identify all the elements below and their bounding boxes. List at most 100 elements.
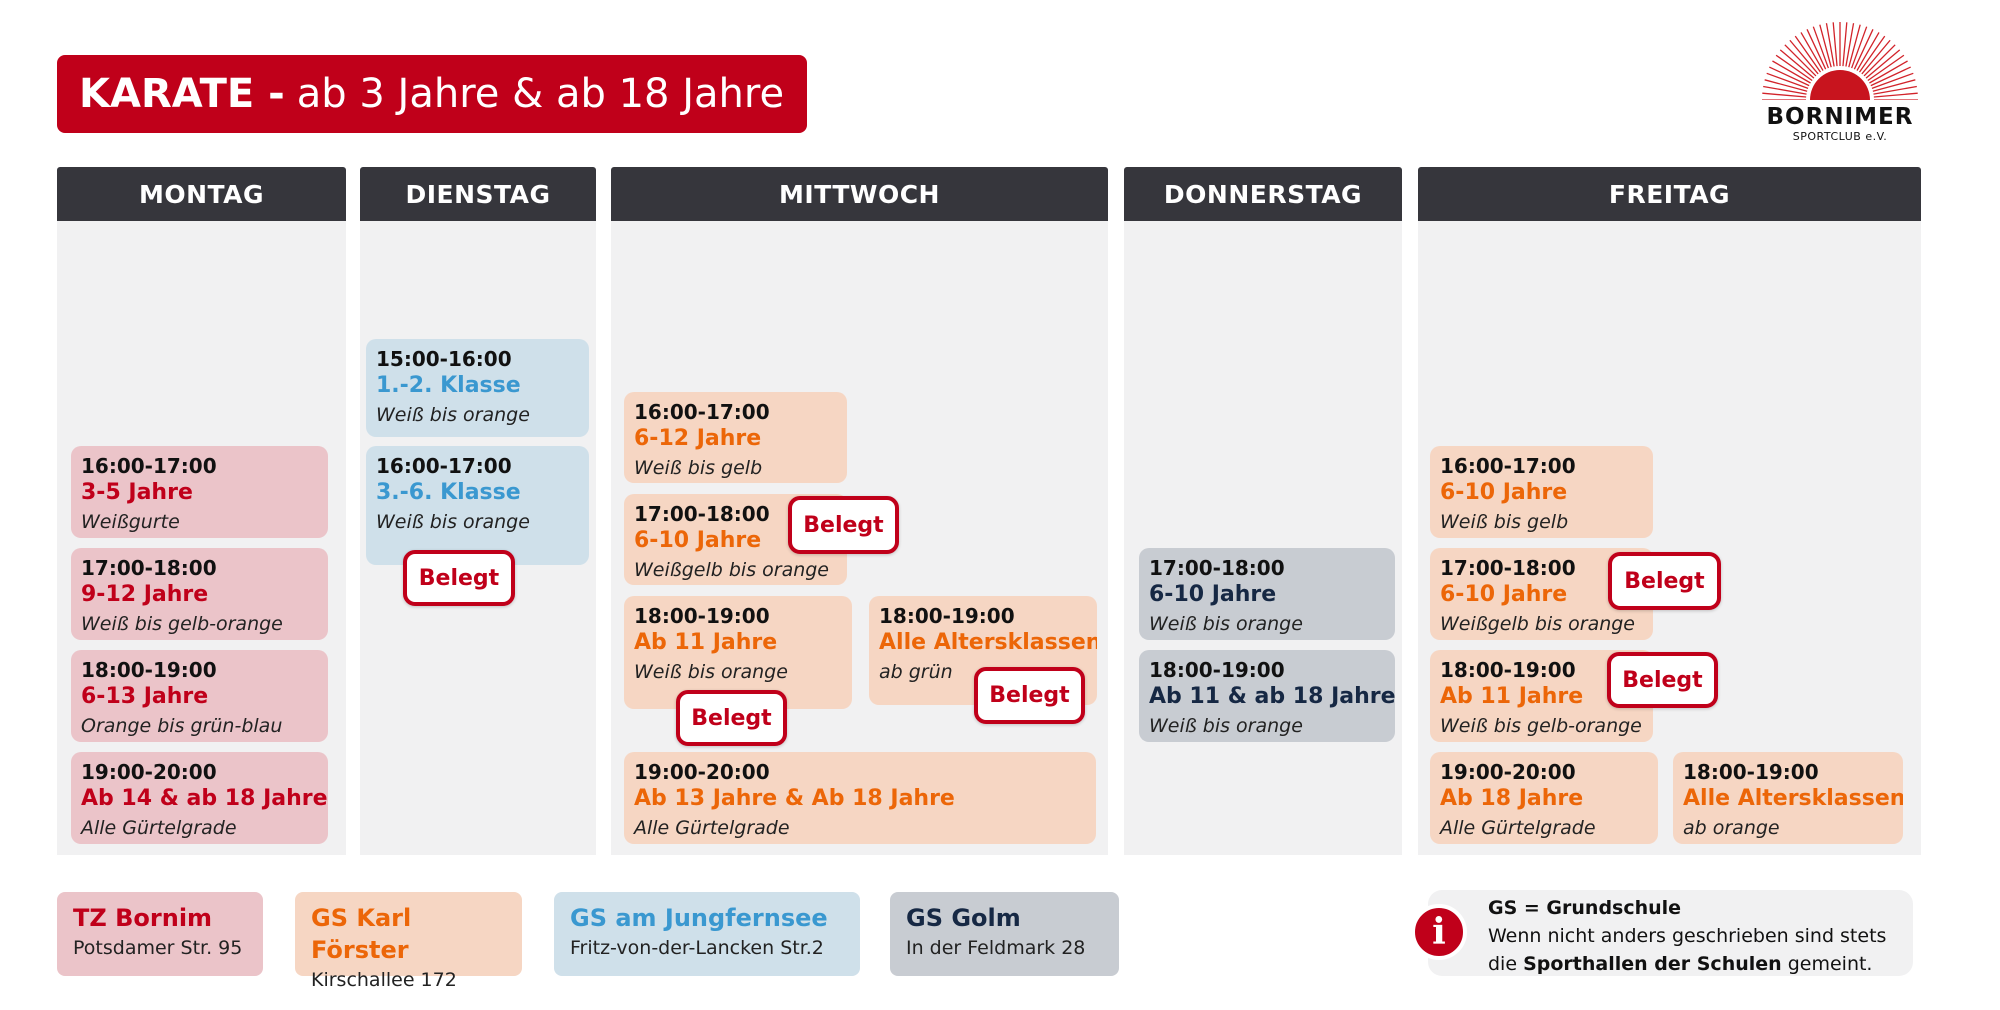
class-level: Orange bis grün-blau (81, 715, 283, 737)
class-card[interactable]: 16:00-17:00 6-12 Jahre Weiß bis gelb (624, 392, 847, 483)
class-level: Weißgurte (81, 511, 180, 533)
logo-name: BORNIMER (1766, 104, 1914, 130)
legend-location: TZ Bornim Potsdamer Str. 95 (57, 892, 263, 976)
class-time: 17:00-18:00 (81, 556, 217, 580)
info-line2-pre: die (1488, 953, 1518, 975)
class-group: 1.-2. Klasse (376, 373, 521, 398)
class-group: 3-5 Jahre (81, 480, 193, 505)
legend-address: Potsdamer Str. 95 (73, 937, 243, 959)
class-group: Ab 14 & ab 18 Jahre (81, 786, 328, 811)
class-card[interactable]: 16:00-17:00 3.-6. Klasse Weiß bis orange (366, 446, 589, 565)
legend-location: GS Karl Förster Kirschallee 172 (295, 892, 522, 991)
page-title: KARATE - ab 3 Jahre & ab 18 Jahre (57, 55, 807, 133)
class-group: Ab 13 Jahre & Ab 18 Jahre (634, 786, 955, 811)
class-time: 17:00-18:00 (1149, 556, 1285, 580)
belegt-badge: Belegt (1608, 552, 1721, 610)
class-card[interactable]: 18:00-19:00 Alle Altersklassen ab orange (1673, 752, 1903, 844)
class-level: Alle Gürtelgrade (81, 817, 237, 839)
title-bold: KARATE - (79, 71, 285, 117)
class-level: Alle Gürtelgrade (634, 817, 790, 839)
class-level: Weiß bis gelb (1440, 511, 1569, 533)
class-level: Weiß bis orange (1149, 715, 1303, 737)
belegt-badge: Belegt (974, 667, 1085, 724)
class-card[interactable]: 16:00-17:00 3-5 Jahre Weißgurte (71, 446, 328, 538)
class-time: 18:00-19:00 (1440, 658, 1576, 682)
legend-address: In der Feldmark 28 (906, 937, 1086, 959)
class-card[interactable]: 16:00-17:00 6-10 Jahre Weiß bis gelb (1430, 446, 1653, 538)
info-line2-post: gemeint. (1787, 953, 1873, 975)
class-group: 6-12 Jahre (634, 426, 762, 451)
legend-location: GS Golm In der Feldmark 28 (890, 892, 1119, 976)
class-level: Weiß bis gelb-orange (81, 613, 283, 635)
day-column-montag (57, 221, 346, 855)
class-group: 3.-6. Klasse (376, 480, 521, 505)
class-card[interactable]: 19:00-20:00 Ab 18 Jahre Alle Gürtelgrade (1430, 752, 1658, 844)
class-card[interactable]: 17:00-18:00 6-10 Jahre Weiß bis orange (1139, 548, 1395, 640)
class-time: 18:00-19:00 (81, 658, 217, 682)
class-card[interactable]: 19:00-20:00 Ab 13 Jahre & Ab 18 Jahre Alle… (624, 752, 1096, 844)
class-time: 15:00-16:00 (376, 347, 512, 371)
class-level: Weiß bis gelb-orange (1440, 715, 1642, 737)
class-group: 6-10 Jahre (1149, 582, 1277, 607)
logo-sub: SPORTCLUB e.V. (1792, 130, 1888, 143)
class-group: 6-10 Jahre (634, 528, 762, 553)
class-level: Weiß bis orange (376, 511, 530, 533)
legend-location: GS am Jungfernsee Fritz-von-der-Lancken S… (554, 892, 860, 976)
info-icon: i (1411, 904, 1467, 960)
day-column-donnerstag (1124, 221, 1402, 855)
belegt-badge: Belegt (403, 550, 515, 606)
class-group: 6-10 Jahre (1440, 480, 1568, 505)
class-group: 6-13 Jahre (81, 684, 209, 709)
legend-name: TZ Bornim (73, 904, 213, 932)
class-time: 19:00-20:00 (1440, 760, 1576, 784)
class-card[interactable]: 17:00-18:00 9-12 Jahre Weiß bis gelb-orang… (71, 548, 328, 640)
day-column-freitag (1418, 221, 1921, 855)
day-header-freitag: FREITAG (1418, 167, 1921, 221)
class-group: Ab 11 & ab 18 Jahre (1149, 684, 1395, 709)
info-line1: Wenn nicht anders geschrieben sind stets (1488, 925, 1887, 947)
day-header-donnerstag: DONNERSTAG (1124, 167, 1402, 221)
class-time: 16:00-17:00 (1440, 454, 1576, 478)
class-level: Weiß bis orange (376, 404, 530, 426)
class-card[interactable]: 19:00-20:00 Ab 14 & ab 18 Jahre Alle Gürte… (71, 752, 328, 844)
class-time: 16:00-17:00 (376, 454, 512, 478)
class-time: 18:00-19:00 (1149, 658, 1285, 682)
class-level: Weiß bis gelb (634, 457, 763, 479)
class-group: Ab 11 Jahre (1440, 684, 1584, 709)
class-group: 9-12 Jahre (81, 582, 209, 607)
sun-logo-icon (1762, 22, 1918, 130)
legend-address: Fritz-von-der-Lancken Str.2 (570, 937, 824, 959)
class-time: 18:00-19:00 (879, 604, 1015, 628)
info-line2-bold: Sporthallen der Schulen (1523, 953, 1782, 975)
legend-name: GS Karl Förster (311, 904, 412, 964)
class-group: Alle Altersklassen (879, 630, 1097, 655)
class-group: Ab 11 Jahre (634, 630, 778, 655)
class-card[interactable]: 18:00-19:00 Ab 11 & ab 18 Jahre Weiß bis o… (1139, 650, 1395, 742)
class-time: 18:00-19:00 (1683, 760, 1819, 784)
class-card[interactable]: 15:00-16:00 1.-2. Klasse Weiß bis orange (366, 339, 589, 437)
class-time: 17:00-18:00 (634, 502, 770, 526)
day-header-montag: MONTAG (57, 167, 346, 221)
class-level: Weißgelb bis orange (1440, 613, 1636, 635)
class-card[interactable]: 18:00-19:00 6-13 Jahre Orange bis grün-bla… (71, 650, 328, 742)
class-level: ab orange (1683, 817, 1780, 839)
day-header-mittwoch: MITTWOCH (611, 167, 1108, 221)
class-group: 6-10 Jahre (1440, 582, 1568, 607)
legend-name: GS am Jungfernsee (570, 904, 828, 932)
day-header-dienstag: DIENSTAG (360, 167, 596, 221)
class-time: 16:00-17:00 (81, 454, 217, 478)
belegt-badge: Belegt (1607, 652, 1718, 708)
legend-address: Kirschallee 172 (311, 969, 457, 991)
info-heading: GS = Grundschule (1488, 897, 1682, 919)
class-level: ab grün (879, 661, 953, 683)
class-time: 19:00-20:00 (81, 760, 217, 784)
info-box: GS = Grundschule Wenn nicht anders gesch… (1428, 890, 1913, 976)
class-time: 17:00-18:00 (1440, 556, 1576, 580)
class-group: Ab 18 Jahre (1440, 786, 1584, 811)
class-time: 18:00-19:00 (634, 604, 770, 628)
club-logo: BORNIMER SPORTCLUB e.V. (1760, 18, 1920, 148)
class-time: 19:00-20:00 (634, 760, 770, 784)
title-rest: ab 3 Jahre & ab 18 Jahre (296, 71, 785, 117)
class-level: Weißgelb bis orange (634, 559, 830, 581)
class-level: Weiß bis orange (1149, 613, 1303, 635)
